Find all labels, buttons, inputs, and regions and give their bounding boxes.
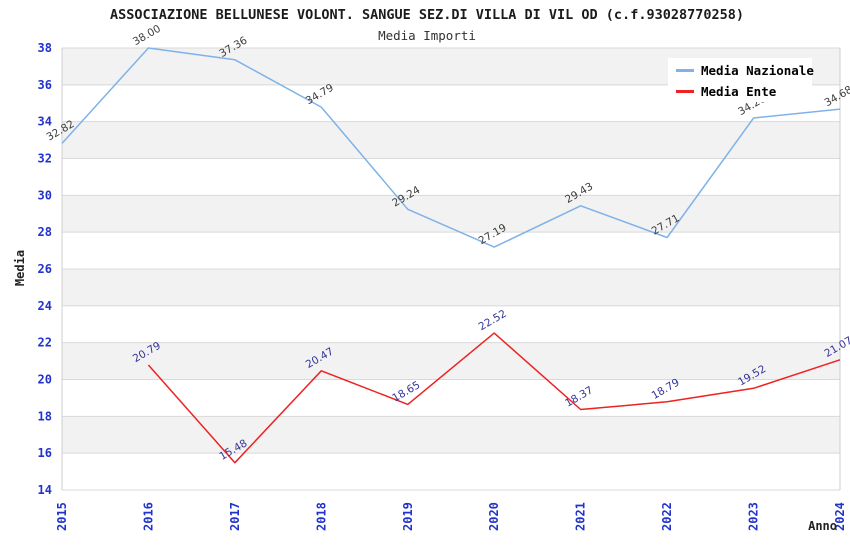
plot-band bbox=[62, 416, 840, 454]
x-tick-label: 2019 bbox=[401, 502, 415, 531]
x-tick-label: 2018 bbox=[314, 502, 328, 531]
x-tick-label: 2017 bbox=[228, 502, 242, 531]
y-tick-label: 24 bbox=[38, 299, 52, 313]
legend-label-media-ente: Media Ente bbox=[701, 84, 777, 99]
plot-band bbox=[62, 121, 840, 159]
x-tick-label: 2023 bbox=[747, 502, 761, 531]
plot-band bbox=[62, 269, 840, 306]
data-label: 18.65 bbox=[390, 379, 422, 404]
series-line-media-nazionale bbox=[61, 47, 841, 248]
x-tick-label: 2022 bbox=[660, 502, 674, 531]
y-tick-label: 22 bbox=[38, 336, 52, 350]
y-tick-label: 28 bbox=[38, 225, 52, 239]
y-tick-label: 34 bbox=[38, 115, 52, 129]
x-tick-label: 2016 bbox=[141, 502, 155, 531]
plot-band bbox=[62, 195, 840, 233]
data-label: 38.00 bbox=[131, 23, 163, 48]
y-tick-label: 14 bbox=[38, 483, 52, 497]
legend-item-media-ente: Media Ente bbox=[676, 84, 777, 99]
y-tick-label: 18 bbox=[38, 409, 52, 423]
y-tick-label: 36 bbox=[38, 78, 52, 92]
plot-band bbox=[62, 342, 840, 380]
series-line-media-ente bbox=[147, 332, 841, 464]
legend-background bbox=[668, 58, 812, 102]
chart-subtitle: Media Importi bbox=[378, 28, 476, 43]
y-tick-label: 26 bbox=[38, 262, 52, 276]
chart-title: ASSOCIAZIONE BELLUNESE VOLONT. SANGUE SE… bbox=[110, 7, 744, 23]
x-tick-label: 2024 bbox=[833, 502, 847, 531]
x-tick-label: 2020 bbox=[487, 502, 501, 531]
y-tick-label: 32 bbox=[38, 152, 52, 166]
legend-label-media-nazionale: Media Nazionale bbox=[701, 63, 814, 78]
data-label: 18.37 bbox=[563, 384, 595, 409]
y-tick-label: 20 bbox=[38, 373, 52, 387]
x-axis-title: Anno bbox=[808, 519, 837, 533]
y-axis-title: Media bbox=[13, 250, 27, 286]
y-tick-label: 38 bbox=[38, 41, 52, 55]
data-label: 34.79 bbox=[304, 82, 336, 107]
x-tick-label: 2021 bbox=[574, 502, 588, 531]
data-label: 34.68 bbox=[822, 84, 850, 109]
data-label: 22.52 bbox=[477, 308, 509, 333]
y-tick-label: 16 bbox=[38, 446, 52, 460]
y-tick-label: 30 bbox=[38, 188, 52, 202]
data-label: 18.79 bbox=[650, 376, 682, 401]
x-tick-label: 2015 bbox=[55, 502, 69, 531]
legend: Media Nazionale Media Ente bbox=[668, 58, 814, 102]
legend-item-media-nazionale: Media Nazionale bbox=[676, 63, 814, 78]
